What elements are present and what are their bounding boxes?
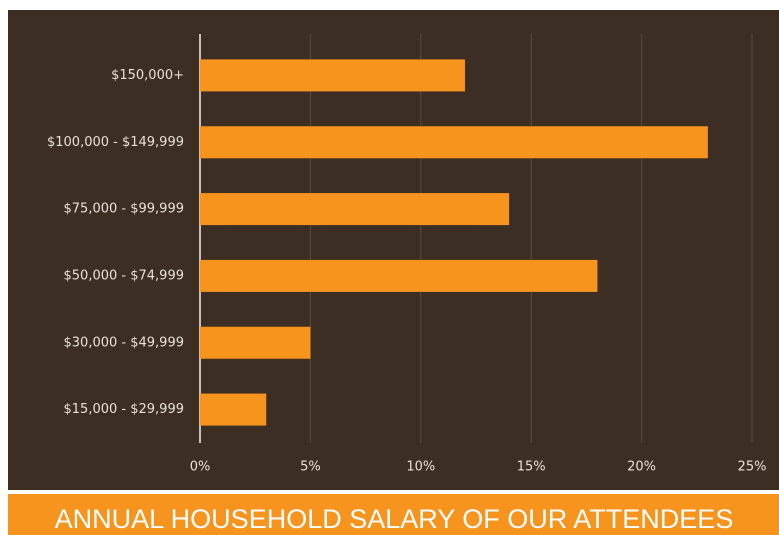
chart-title: ANNUAL HOUSEHOLD SALARY OF OUR ATTENDEES bbox=[55, 504, 734, 534]
x-tick-label: 0% bbox=[190, 460, 211, 475]
y-tick-label: $100,000 - $149,999 bbox=[47, 135, 184, 150]
bar bbox=[200, 326, 311, 359]
x-tick-label: 5% bbox=[300, 460, 321, 475]
bar bbox=[200, 193, 510, 226]
bar bbox=[200, 259, 598, 292]
grid: 0% 5% 10% 15% 20% 25% bbox=[190, 34, 767, 475]
x-tick-label: 15% bbox=[517, 460, 546, 475]
bar bbox=[200, 393, 267, 426]
bar bbox=[200, 126, 708, 159]
y-tick-label: $30,000 - $49,999 bbox=[64, 335, 184, 350]
x-tick-label: 20% bbox=[627, 460, 656, 475]
y-tick-label: $50,000 - $74,999 bbox=[64, 268, 184, 283]
bar bbox=[200, 59, 465, 92]
y-tick-label: $75,000 - $99,999 bbox=[64, 202, 184, 217]
y-tick-label: $15,000 - $29,999 bbox=[64, 402, 184, 417]
y-tick-label: $150,000+ bbox=[111, 68, 184, 83]
marks: $150,000+ $100,000 - $149,999 $75,000 - $9… bbox=[47, 59, 708, 426]
title-banner bbox=[8, 494, 779, 535]
x-tick-label: 25% bbox=[738, 460, 767, 475]
x-tick-label: 10% bbox=[406, 460, 435, 475]
